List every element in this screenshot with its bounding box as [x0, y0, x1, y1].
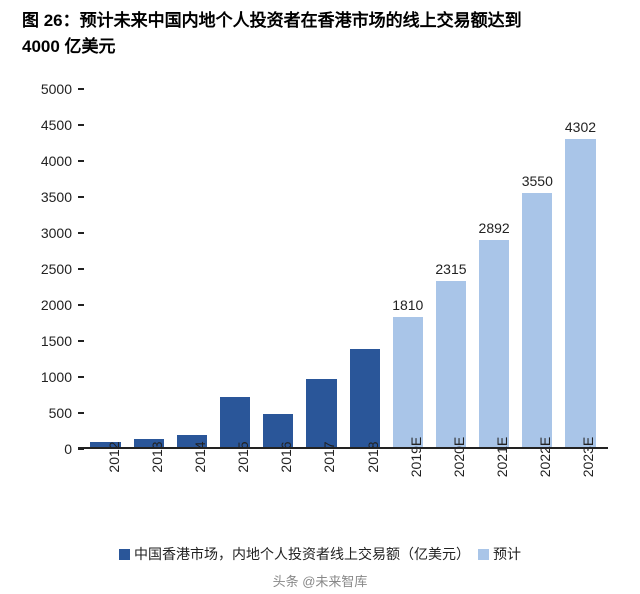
legend-item: 中国香港市场，内地个人投资者线上交易额（亿美元） — [119, 544, 470, 564]
x-tick-label: 2012 — [106, 441, 122, 472]
bar-slot: 2012 — [84, 89, 127, 447]
y-tick-label: 5000 — [22, 81, 72, 97]
y-tick-mark — [78, 340, 84, 342]
legend-label: 中国香港市场，内地个人投资者线上交易额（亿美元） — [134, 544, 470, 564]
bar-slot: 2018 — [343, 89, 386, 447]
x-tick-label: 2014 — [192, 441, 208, 472]
bar — [306, 379, 336, 446]
bar: 3550 — [522, 193, 552, 447]
y-tick-label: 3000 — [22, 225, 72, 241]
y-tick-mark — [78, 268, 84, 270]
bar-slot: 2016 — [257, 89, 300, 447]
y-tick-mark — [78, 412, 84, 414]
y-tick-mark — [78, 304, 84, 306]
x-tick-label: 2017 — [321, 441, 337, 472]
y-tick-label: 3500 — [22, 189, 72, 205]
legend: 中国香港市场，内地个人投资者线上交易额（亿美元） 预计 — [0, 544, 640, 564]
y-tick-label: 1500 — [22, 333, 72, 349]
y-tick-label: 4500 — [22, 117, 72, 133]
bar-slot: 2014 — [170, 89, 213, 447]
title-line-2: 4000 亿美元 — [22, 37, 116, 56]
y-tick-mark — [78, 232, 84, 234]
legend-swatch — [478, 549, 489, 560]
bar-slot: 18102019E — [386, 89, 429, 447]
y-tick-label: 0 — [22, 441, 72, 457]
title-line-1: 图 26：预计未来中国内地个人投资者在香港市场的线上交易额达到 — [22, 11, 522, 30]
y-tick-mark — [78, 196, 84, 198]
y-tick-label: 2000 — [22, 297, 72, 313]
y-tick-mark — [78, 88, 84, 90]
x-tick-label: 2021E — [494, 436, 510, 476]
bar-slot: 35502022E — [516, 89, 559, 447]
bar-value-label: 3550 — [522, 173, 553, 189]
plot-area: 201220132014201520162017201818102019E231… — [78, 89, 608, 449]
x-tick-label: 2015 — [235, 441, 251, 472]
legend-item: 预计 — [478, 544, 521, 564]
bar-value-label: 1810 — [392, 297, 423, 313]
chart-area: 201220132014201520162017201818102019E231… — [22, 73, 618, 503]
bars-container: 201220132014201520162017201818102019E231… — [78, 89, 608, 447]
y-tick-mark — [78, 376, 84, 378]
bar-slot: 23152020E — [429, 89, 472, 447]
bar-value-label: 2315 — [435, 261, 466, 277]
x-tick-label: 2023E — [580, 436, 596, 476]
bar: 4302 — [565, 139, 595, 447]
y-tick-mark — [78, 124, 84, 126]
y-tick-mark — [78, 448, 84, 450]
x-tick-label: 2020E — [451, 436, 467, 476]
bar-slot: 28922021E — [473, 89, 516, 447]
y-tick-mark — [78, 160, 84, 162]
bar: 2315 — [436, 281, 466, 447]
x-tick-label: 2019E — [408, 436, 424, 476]
source-footer: 头条 @未来智库 — [0, 571, 640, 590]
y-tick-label: 500 — [22, 405, 72, 421]
bar-value-label: 4302 — [565, 119, 596, 135]
y-tick-label: 2500 — [22, 261, 72, 277]
y-tick-label: 4000 — [22, 153, 72, 169]
bar-slot: 2017 — [300, 89, 343, 447]
bar: 2892 — [479, 240, 509, 447]
x-tick-label: 2018 — [365, 441, 381, 472]
chart-title: 图 26：预计未来中国内地个人投资者在香港市场的线上交易额达到 4000 亿美元 — [0, 0, 640, 65]
bar: 1810 — [393, 317, 423, 447]
bar — [220, 397, 250, 447]
bar-slot: 43022023E — [559, 89, 602, 447]
legend-swatch — [119, 549, 130, 560]
bar — [350, 349, 380, 447]
y-tick-label: 1000 — [22, 369, 72, 385]
bar-slot: 2013 — [127, 89, 170, 447]
x-tick-label: 2013 — [149, 441, 165, 472]
x-tick-label: 2022E — [537, 436, 553, 476]
bar-value-label: 2892 — [479, 220, 510, 236]
bar-slot: 2015 — [214, 89, 257, 447]
x-tick-label: 2016 — [278, 441, 294, 472]
legend-label: 预计 — [493, 544, 521, 564]
